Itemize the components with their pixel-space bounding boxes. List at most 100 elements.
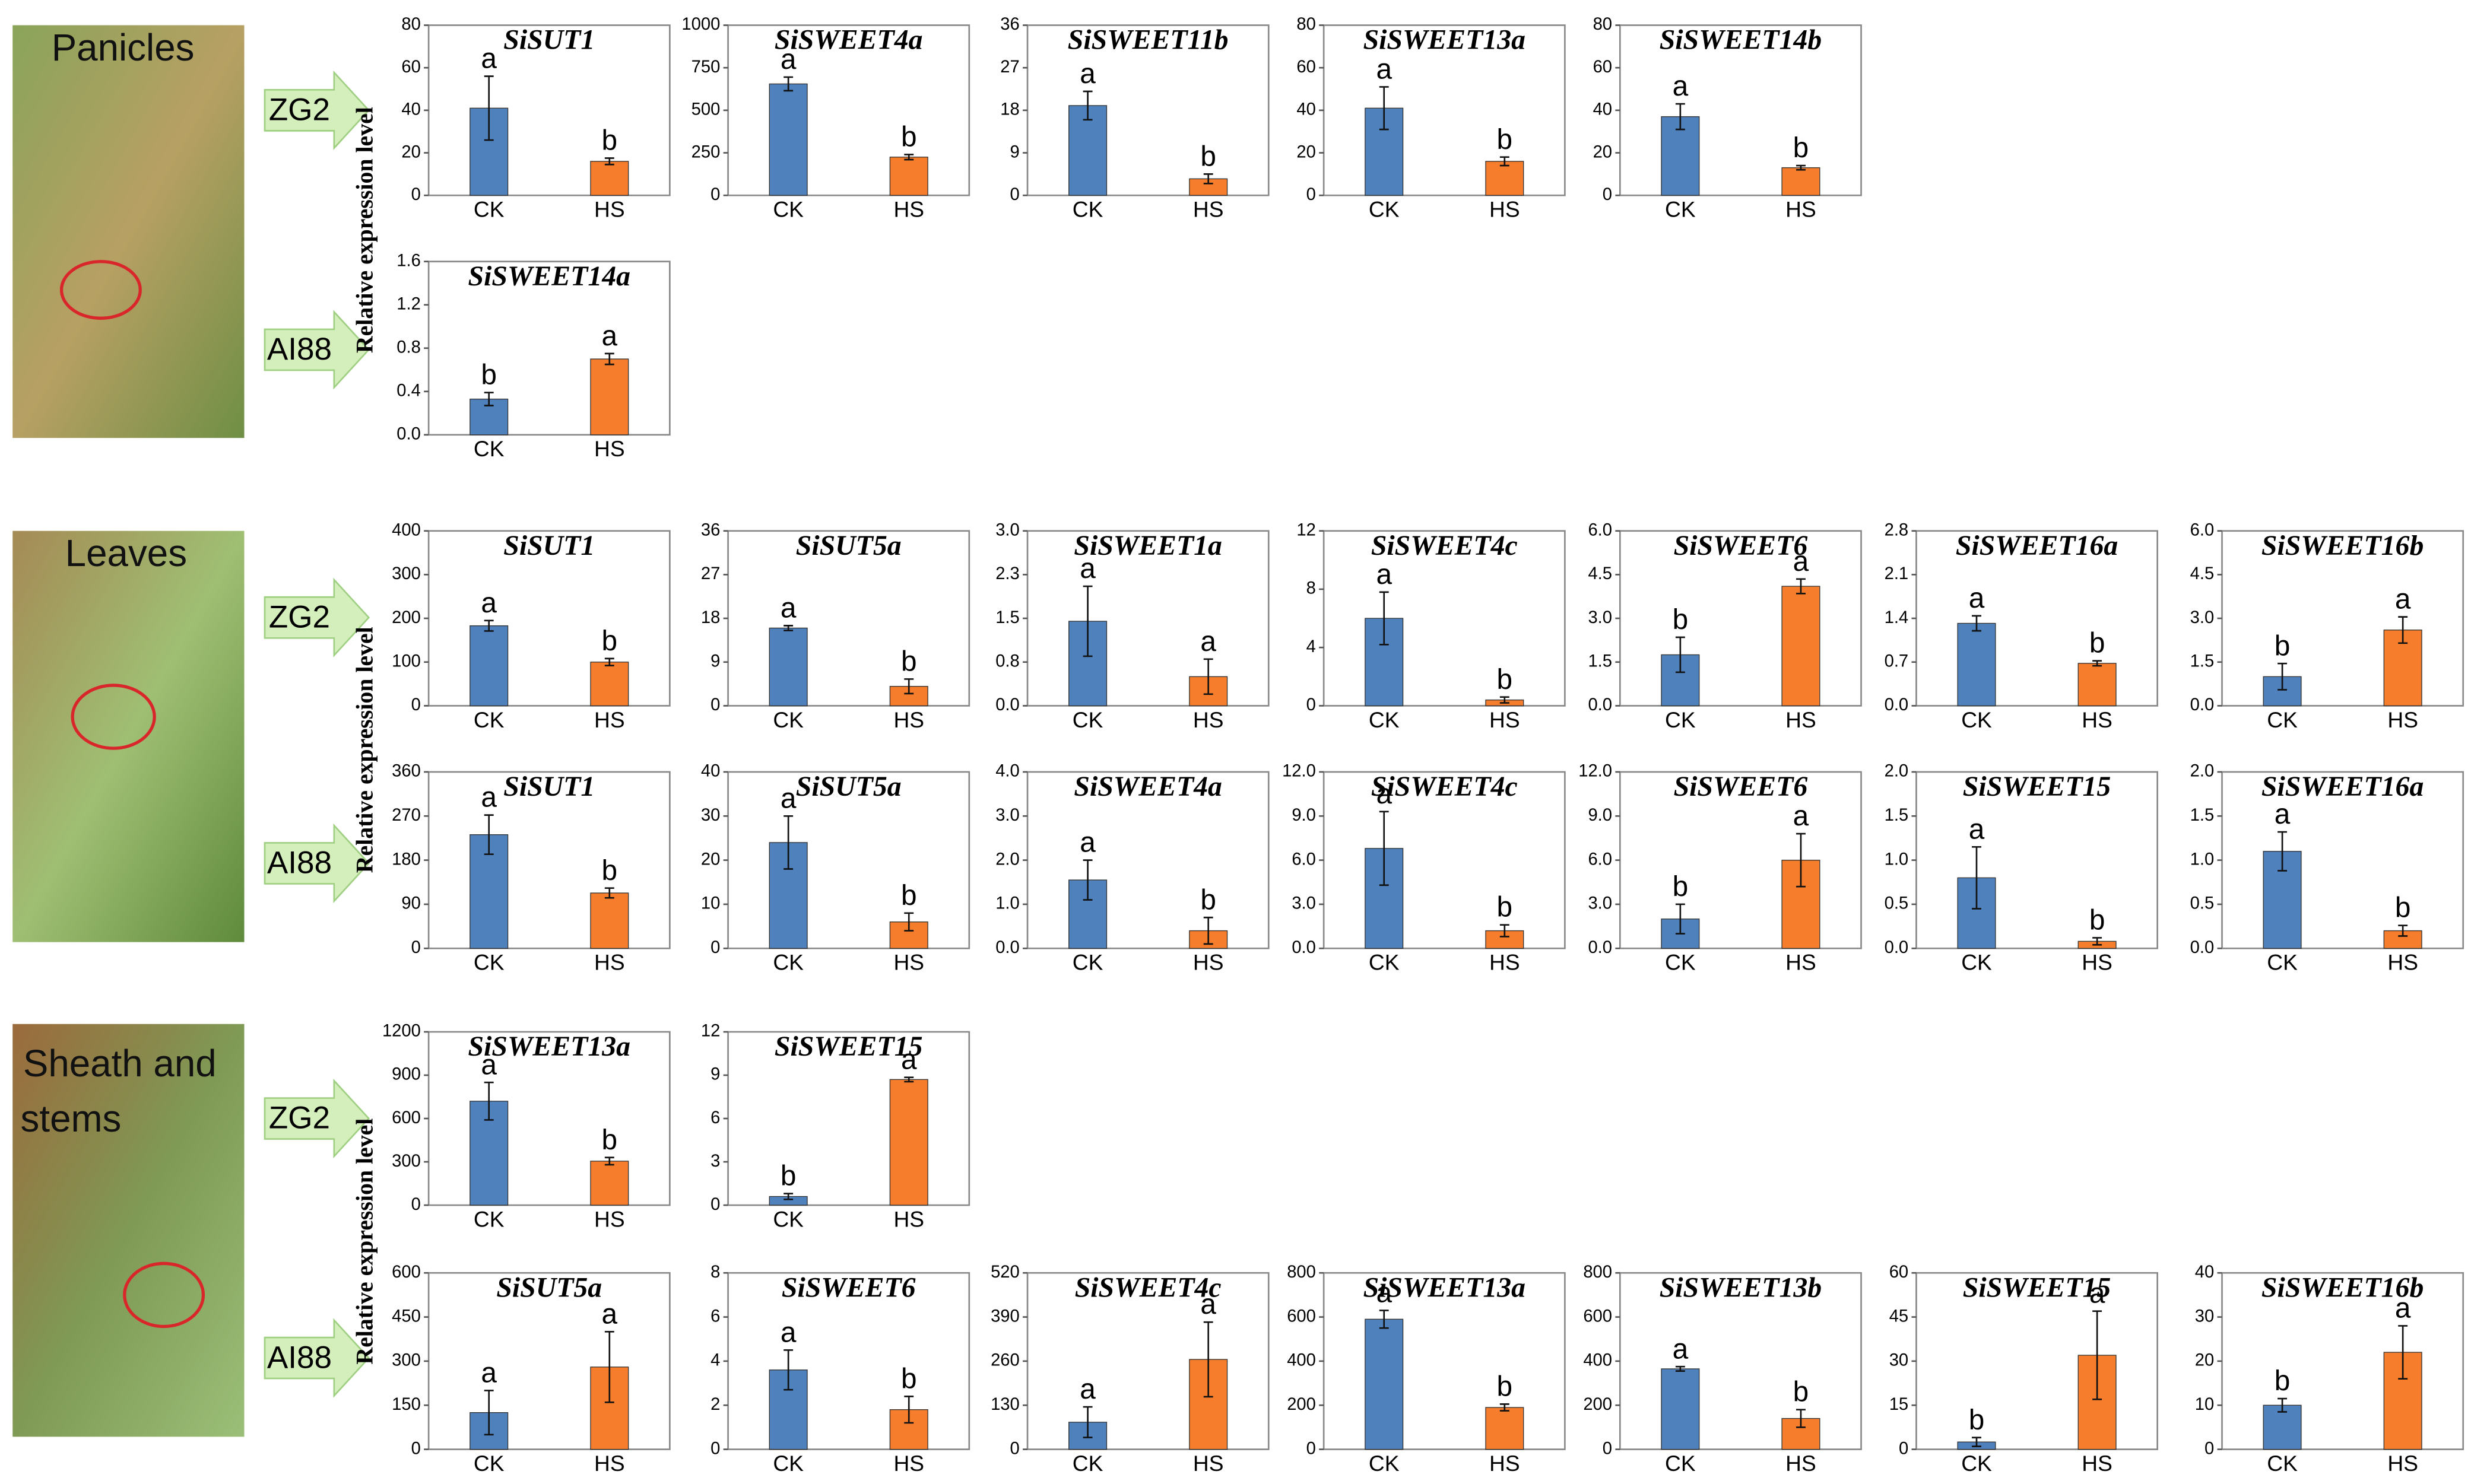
x-tick-label: HS [893,1451,924,1476]
significance-letter: b [2395,892,2411,924]
error-bar [484,814,494,856]
significance-letter: a [2089,1278,2105,1310]
genotype-label: AI88 [267,846,332,881]
y-tick-label: 200 [1583,1395,1612,1414]
x-tick-label: HS [1489,197,1520,222]
y-tick-label: 9 [710,652,720,670]
section-label: Leaves [65,532,187,574]
bar [1485,161,1524,196]
error-bar [904,154,914,161]
y-tick-label: 6 [710,1108,720,1127]
chart-title: SiSWEET16a [1956,530,2118,561]
x-tick-label: HS [1489,707,1520,732]
error-bar [1379,811,1389,886]
error-bar [784,625,794,631]
y-tick-label: 0 [1306,695,1316,714]
error-bar [1675,903,1685,935]
significance-letter: b [901,646,917,677]
genotype-label: ZG2 [269,1101,330,1136]
error-bar [904,912,914,932]
y-tick-label: 18 [701,608,720,627]
significance-letter: b [901,880,917,911]
error-bar [1499,156,1509,167]
highlight [123,1261,205,1329]
x-tick-label: HS [1785,950,1816,975]
chart-title: SiSWEET6 [1674,530,1808,561]
x-tick-label: CK [1665,197,1696,222]
significance-letter: a [1080,553,1096,584]
y-tick-label: 40 [701,762,720,781]
significance-letter: b [1200,141,1216,172]
x-tick-label: CK [1665,950,1696,975]
error-bar [1972,1437,1981,1447]
x-tick-label: HS [594,436,625,461]
x-tick-label: HS [594,707,625,732]
y-tick-label: 0 [1010,1439,1020,1458]
y-tick-label: 2.0 [995,850,1020,869]
bar [590,358,629,436]
y-tick-label: 9 [710,1065,720,1084]
x-tick-label: CK [474,707,505,732]
significance-letter: a [1200,626,1216,657]
y-tick-label: 0 [710,185,720,204]
y-tick-label: 10 [701,894,720,913]
error-bar [1083,1406,1093,1438]
x-tick-label: CK [1073,1451,1103,1476]
y-tick-label: 400 [392,520,421,539]
bar [1781,586,1820,707]
significance-letter: b [1497,124,1513,155]
y-tick-label: 4 [1306,637,1316,656]
error-bar [1675,103,1685,131]
y-tick-label: 30 [2195,1307,2214,1326]
y-tick-label: 130 [991,1395,1020,1414]
y-tick-label: 8 [1306,579,1316,598]
y-tick-label: 80 [1296,15,1315,34]
x-tick-label: HS [1193,1451,1224,1476]
x-tick-label: CK [1369,1451,1400,1476]
y-tick-label: 30 [701,806,720,825]
significance-letter: a [2395,1293,2411,1324]
significance-letter: b [602,1124,618,1156]
chart-title: SiSWEET13a [1363,1272,1525,1303]
significance-letter: a [2395,584,2411,615]
y-tick-label: 0.8 [995,652,1020,670]
error-bar [904,1076,914,1083]
chart-title: SiSWEET13b [1660,1272,1822,1303]
chart-title: SiSWEET16a [2261,771,2424,802]
chart-title: SiSWEET15 [775,1031,923,1062]
x-tick-label: CK [1665,1451,1696,1476]
x-tick-label: HS [1193,197,1224,222]
y-tick-label: 360 [392,762,421,781]
x-tick-label: HS [893,197,924,222]
error-bar [1796,1409,1806,1428]
error-bar [1083,859,1093,901]
error-bar [604,1331,614,1403]
error-bar [1796,578,1806,595]
y-tick-label: 150 [392,1395,421,1414]
x-tick-label: CK [474,436,505,461]
genotype-label: ZG2 [269,599,330,634]
y-tick-label: 60 [1889,1263,1908,1282]
y-tick-label: 20 [1296,142,1315,161]
bar [1661,1368,1700,1450]
error-bar [604,157,614,166]
y-tick-label: 0 [411,938,421,957]
error-bar [604,657,614,666]
y-tick-label: 15 [1889,1395,1908,1414]
y-tick-label: 0 [1306,1439,1316,1458]
error-bar [1499,696,1509,704]
y-tick-label: 800 [1287,1263,1316,1282]
y-tick-label: 3.0 [2190,608,2215,627]
y-tick-label: 0 [411,1439,421,1458]
section-label: Sheath and [23,1042,217,1085]
x-tick-label: HS [2082,707,2112,732]
error-bar [484,1390,494,1436]
y-tick-label: 20 [401,142,420,161]
x-tick-label: HS [2387,1451,2418,1476]
y-tick-label: 0.4 [396,381,421,400]
y-tick-label: 400 [1287,1351,1316,1370]
plot-frame [727,530,970,707]
significance-letter: b [901,121,917,152]
significance-letter: b [1497,1371,1513,1402]
significance-letter: b [2089,628,2105,659]
